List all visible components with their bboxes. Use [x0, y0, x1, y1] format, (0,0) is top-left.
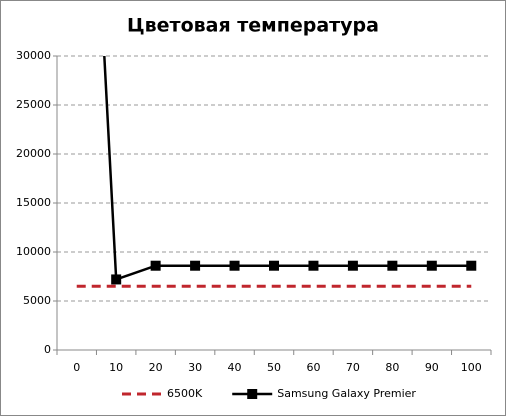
x-tick-label: 60	[306, 361, 320, 374]
x-tick-label: 100	[461, 361, 482, 374]
legend-marker	[247, 389, 258, 399]
chart-title: Цветовая температура	[127, 15, 379, 37]
x-tick-label: 0	[73, 361, 80, 374]
x-tick-label: 40	[228, 361, 242, 374]
plot-area	[76, 56, 477, 288]
marker	[111, 274, 122, 285]
x-tick-label: 80	[385, 361, 399, 374]
x-tick-label: 50	[267, 361, 281, 374]
marker	[150, 260, 161, 271]
marker	[466, 260, 477, 271]
y-tick-label: 25000	[16, 98, 51, 111]
marker	[190, 260, 201, 271]
y-tick-label: 30000	[16, 49, 51, 62]
y-tick-label: 15000	[16, 196, 51, 209]
x-tick-label: 90	[425, 361, 439, 374]
y-tick-label: 0	[44, 343, 51, 356]
legend-label: Samsung Galaxy Premier	[277, 387, 416, 400]
marker	[308, 260, 319, 271]
x-tick-label: 70	[346, 361, 360, 374]
x-tick-label: 10	[109, 361, 123, 374]
marker	[426, 260, 437, 271]
marker	[347, 260, 358, 271]
legend-label: 6500K	[167, 387, 203, 400]
x-tick-label: 20	[149, 361, 163, 374]
y-tick-label: 5000	[23, 294, 51, 307]
y-tick-label: 20000	[16, 147, 51, 160]
marker	[387, 260, 398, 271]
marker	[229, 260, 240, 271]
x-tick-label: 30	[188, 361, 202, 374]
y-tick-label: 10000	[16, 245, 51, 258]
marker	[269, 260, 279, 271]
